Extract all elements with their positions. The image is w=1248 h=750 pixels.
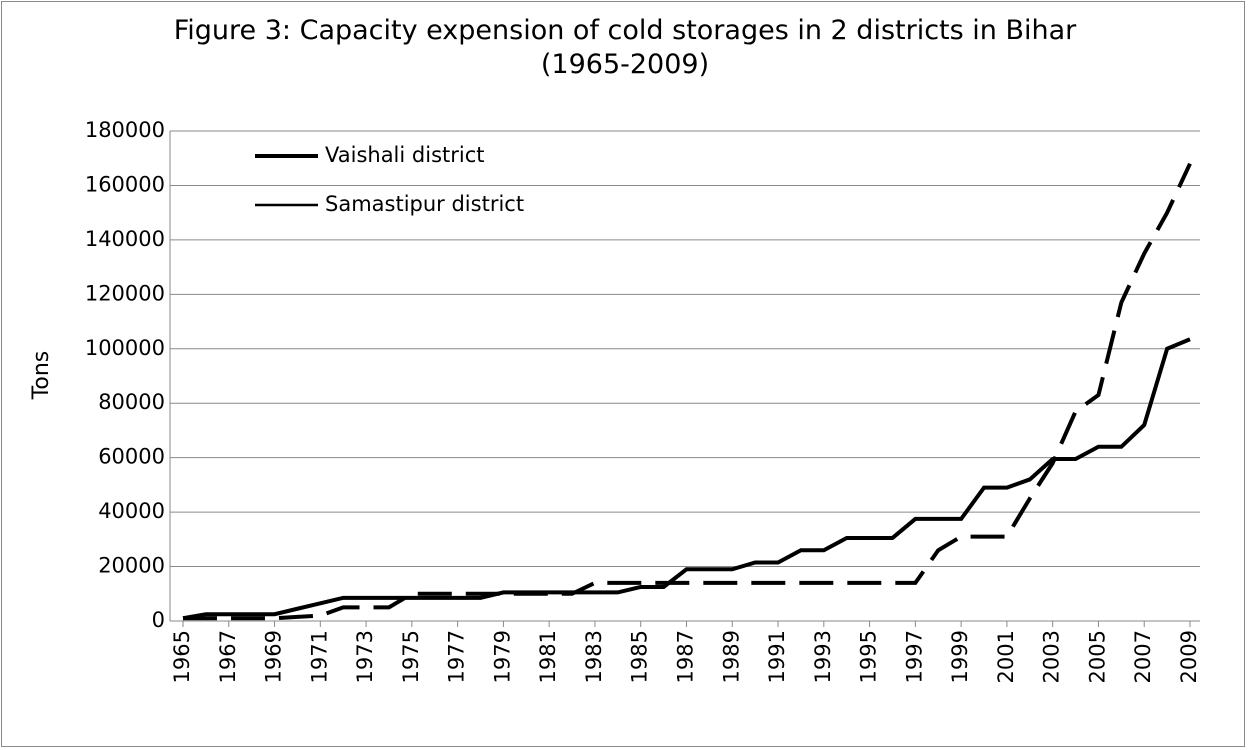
x-tick-label: 1991 <box>765 630 789 683</box>
y-tick-label: 40000 <box>98 499 165 523</box>
chart-title: Figure 3: Capacity expension of cold sto… <box>173 15 1077 80</box>
x-tick-label: 1979 <box>490 630 514 683</box>
y-tick-label: 80000 <box>98 390 165 414</box>
x-tick-label: 2001 <box>994 630 1018 683</box>
x-tick-label: 2007 <box>1131 630 1155 683</box>
x-tick-label: 1989 <box>719 630 743 683</box>
x-tick-label: 1981 <box>536 630 560 683</box>
x-tick-label: 1977 <box>445 630 469 683</box>
x-tick-label: 1973 <box>353 630 377 683</box>
x-tick-label: 1983 <box>582 630 606 683</box>
x-tick-label: 1999 <box>948 630 972 683</box>
x-tick-label: 2009 <box>1177 630 1201 683</box>
x-tick-label: 1985 <box>628 630 652 683</box>
x-tick-label: 1975 <box>399 630 423 683</box>
y-tick-label: 20000 <box>98 554 165 578</box>
x-tick-label: 1997 <box>902 630 926 683</box>
data-line <box>183 162 1192 621</box>
y-tick-label: 60000 <box>98 445 165 469</box>
x-tick-label: 1993 <box>811 630 835 683</box>
y-tick-label: 0 <box>152 608 165 632</box>
x-tick-label: 2005 <box>1085 630 1109 683</box>
x-tick-label: 1995 <box>857 630 881 683</box>
legend-label: Vaishali district <box>325 143 485 167</box>
x-tick-label: 1971 <box>307 630 331 683</box>
x-tick-label: 1967 <box>216 630 240 683</box>
x-tick-label: 2003 <box>1040 630 1064 683</box>
y-axis-label: Tons <box>29 351 54 401</box>
y-tick-label: 160000 <box>85 172 165 196</box>
y-tick-label: 180000 <box>85 118 165 142</box>
y-tick-label: 100000 <box>85 336 165 360</box>
legend-label: Samastipur district <box>325 192 524 216</box>
data-line <box>182 337 1191 621</box>
y-tick-label: 120000 <box>85 281 165 305</box>
y-tick-label: 140000 <box>85 227 165 251</box>
x-tick-label: 1987 <box>674 630 698 683</box>
x-tick-label: 1965 <box>170 630 194 683</box>
x-tick-label: 1969 <box>262 630 286 683</box>
